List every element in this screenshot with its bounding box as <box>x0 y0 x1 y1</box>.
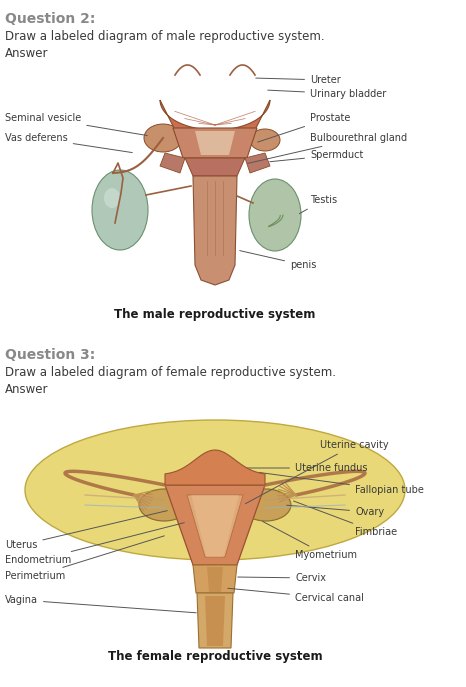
Polygon shape <box>193 565 237 593</box>
Text: Prostate: Prostate <box>258 113 350 142</box>
Polygon shape <box>165 485 265 565</box>
Text: Urinary bladder: Urinary bladder <box>268 89 386 99</box>
Polygon shape <box>185 158 245 176</box>
Ellipse shape <box>92 170 148 250</box>
Ellipse shape <box>139 489 189 521</box>
Polygon shape <box>173 128 257 158</box>
Polygon shape <box>193 176 237 285</box>
Text: Ureter: Ureter <box>256 75 341 85</box>
Text: Testis: Testis <box>300 195 337 214</box>
Text: Fimbriae: Fimbriae <box>294 501 397 537</box>
Ellipse shape <box>144 124 182 152</box>
Text: Cervix: Cervix <box>238 573 326 583</box>
Text: Myometrium: Myometrium <box>262 521 357 560</box>
Text: The female reproductive system: The female reproductive system <box>108 650 322 663</box>
Text: Vas deferens: Vas deferens <box>5 133 132 153</box>
Text: Draw a labeled diagram of female reproductive system.: Draw a labeled diagram of female reprodu… <box>5 366 336 379</box>
Polygon shape <box>245 153 270 173</box>
Polygon shape <box>207 567 223 592</box>
Text: Fallopian tube: Fallopian tube <box>259 473 424 495</box>
Text: penis: penis <box>240 251 316 270</box>
Text: Perimetrium: Perimetrium <box>5 536 164 581</box>
Text: Draw a labeled diagram of male reproductive system.: Draw a labeled diagram of male reproduct… <box>5 30 325 43</box>
Text: Answer: Answer <box>5 47 48 60</box>
Polygon shape <box>160 153 185 173</box>
Polygon shape <box>187 495 243 557</box>
Ellipse shape <box>241 489 291 521</box>
Text: Uterine fundus: Uterine fundus <box>233 463 368 473</box>
Ellipse shape <box>250 129 280 151</box>
Text: Vagina: Vagina <box>5 595 196 613</box>
Polygon shape <box>191 495 239 557</box>
Text: Ovary: Ovary <box>287 505 384 517</box>
Text: Bulbourethral gland: Bulbourethral gland <box>248 133 407 164</box>
Text: Answer: Answer <box>5 383 48 396</box>
Text: Question 2:: Question 2: <box>5 12 96 26</box>
Text: Uterine cavity: Uterine cavity <box>246 440 389 504</box>
Polygon shape <box>160 100 270 130</box>
Polygon shape <box>197 593 233 648</box>
Ellipse shape <box>25 420 405 560</box>
Text: The male reproductive system: The male reproductive system <box>114 308 315 321</box>
Polygon shape <box>205 596 225 646</box>
Text: Cervical canal: Cervical canal <box>228 588 364 603</box>
Text: Seminal vesicle: Seminal vesicle <box>5 113 147 135</box>
Text: Question 3:: Question 3: <box>5 348 95 362</box>
Text: Spermduct: Spermduct <box>270 150 363 161</box>
Text: Endometrium: Endometrium <box>5 523 185 565</box>
Polygon shape <box>165 450 265 485</box>
Text: Uterus: Uterus <box>5 510 167 550</box>
Ellipse shape <box>104 188 120 208</box>
Ellipse shape <box>249 179 301 251</box>
Polygon shape <box>195 131 235 155</box>
